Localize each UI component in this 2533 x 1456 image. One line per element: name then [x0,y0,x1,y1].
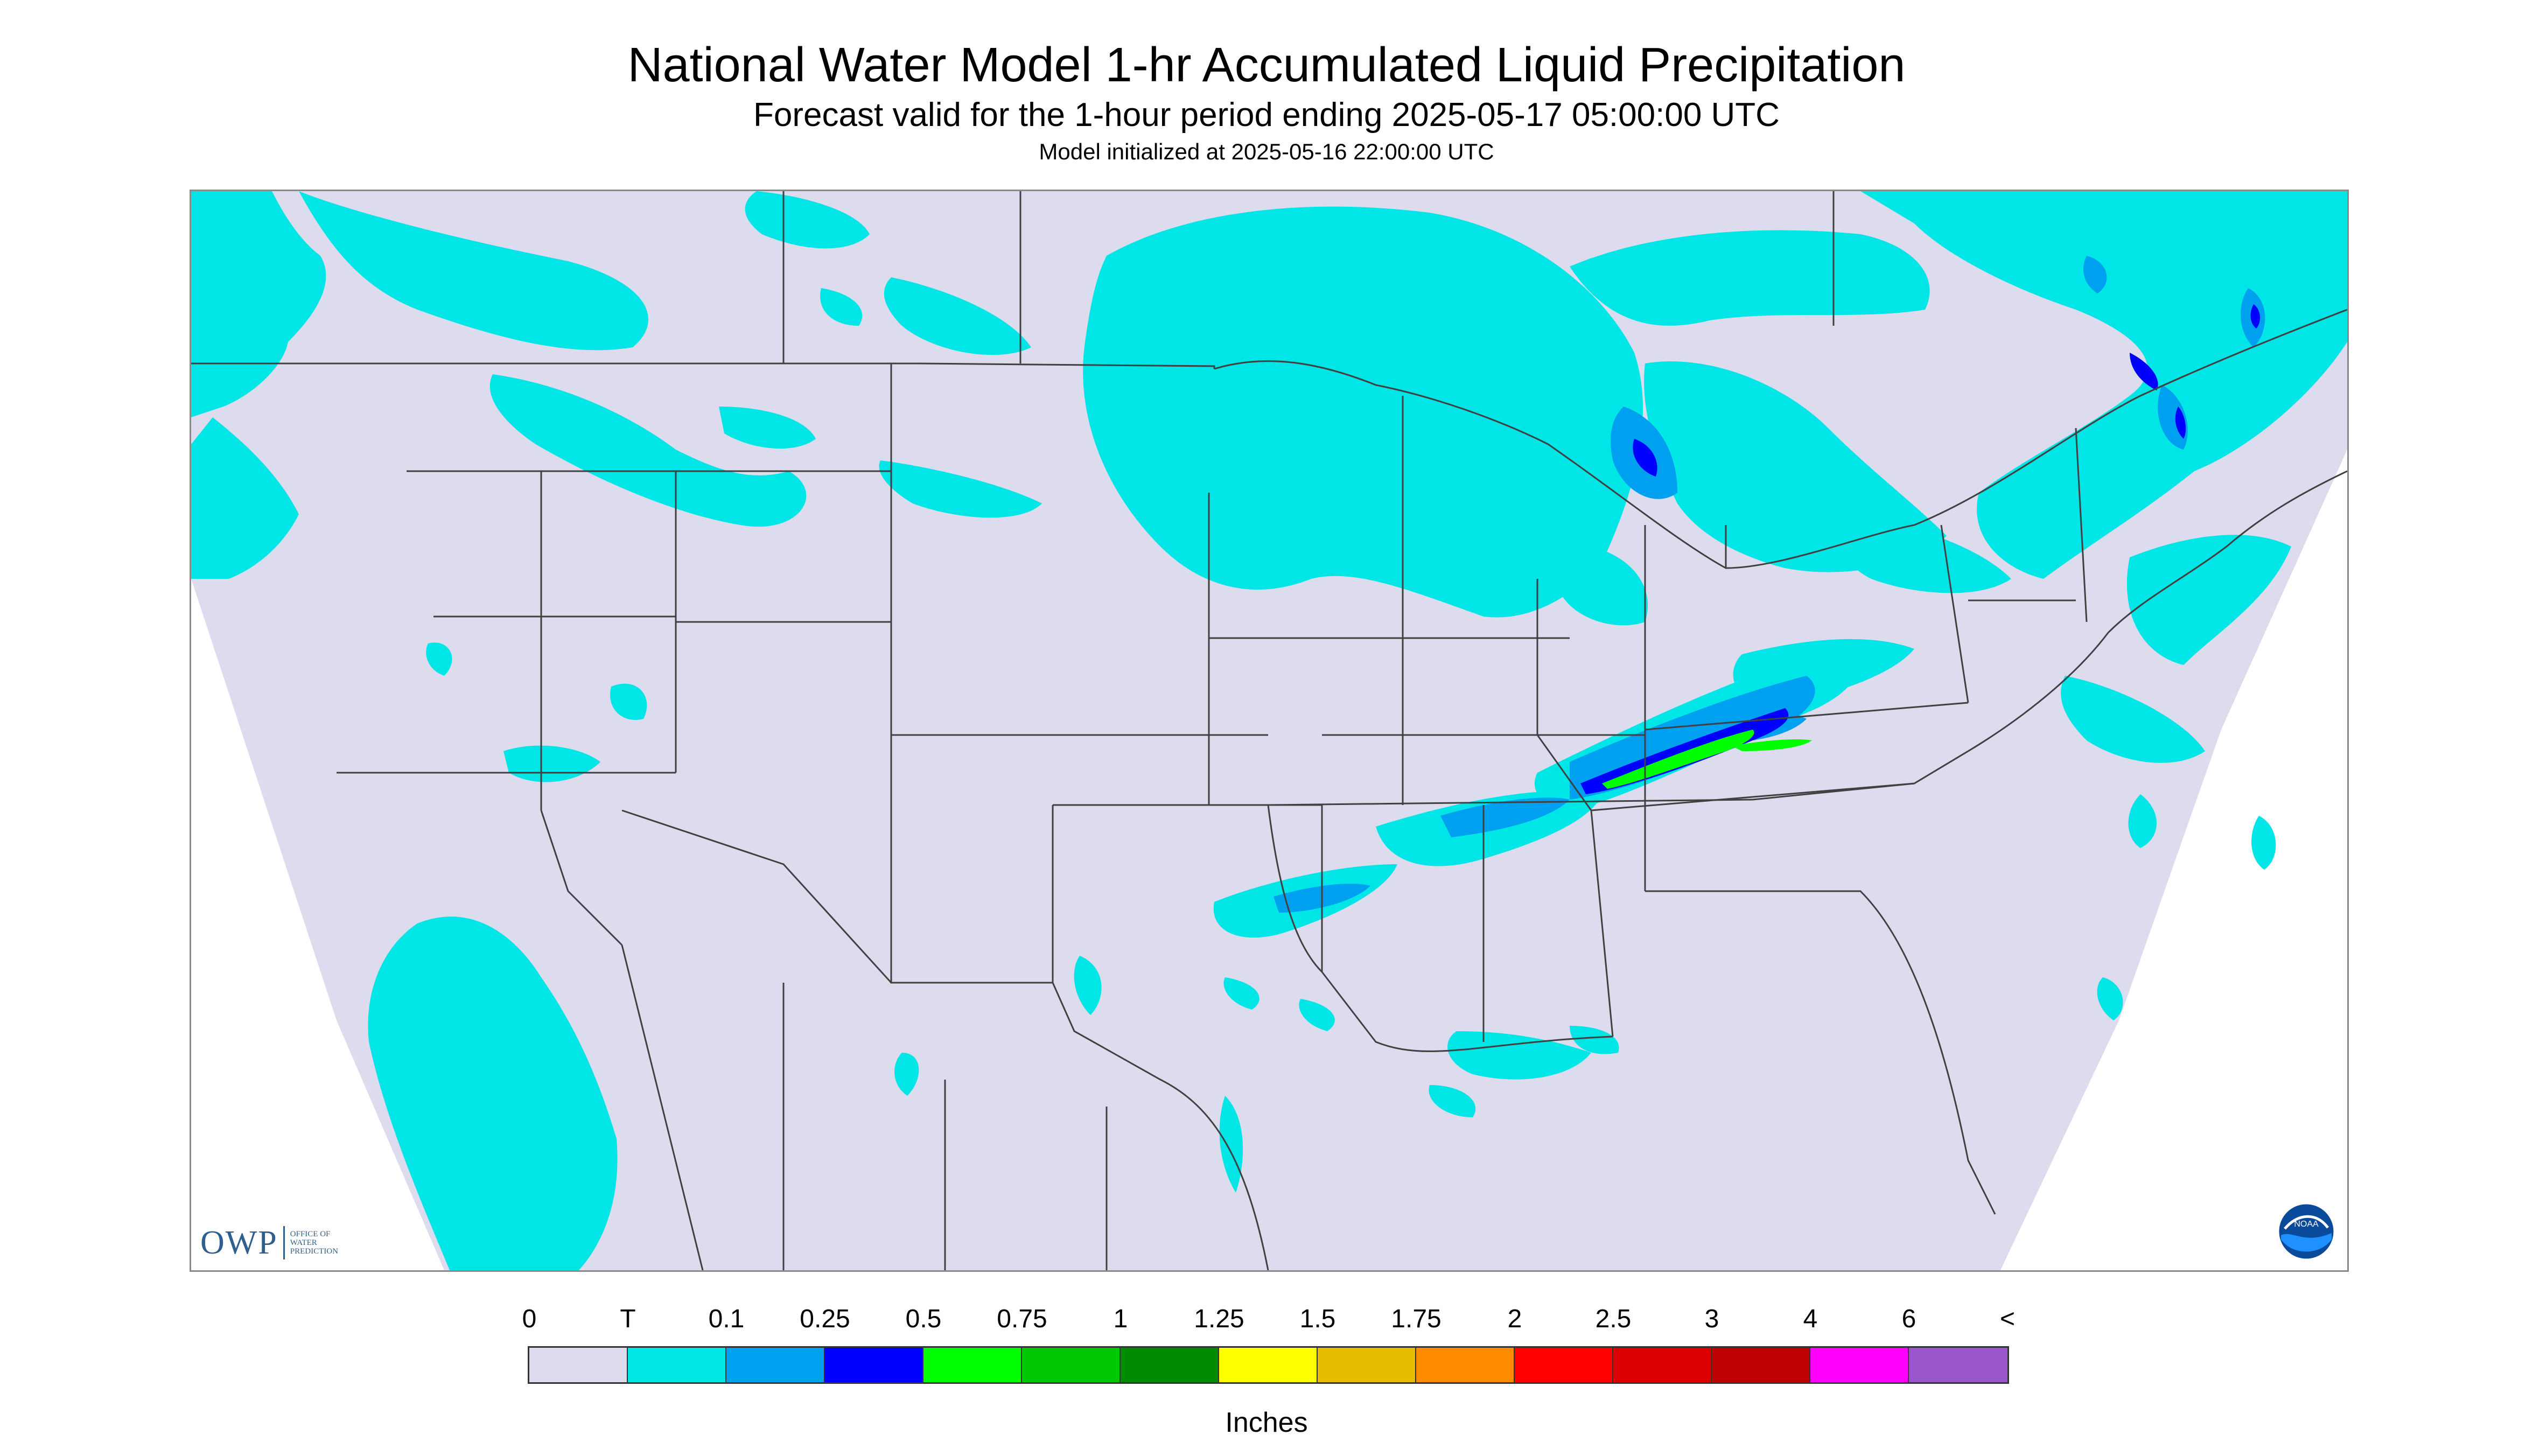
legend-label: 1.25 [1194,1305,1244,1333]
legend-label: 6 [1901,1305,1916,1333]
legend-label: < [1999,1305,2016,1333]
boundaries [191,191,2347,1270]
legend-label: 4 [1803,1305,1818,1333]
legend-swatch [1810,1348,1909,1382]
owp-sub-line2: WATER [290,1238,317,1247]
legend-swatch [1712,1348,1810,1382]
legend-swatch [1613,1348,1712,1382]
legend-swatch [1219,1348,1318,1382]
legend-label: 0.25 [800,1305,850,1333]
legend-swatch [923,1348,1022,1382]
precip-heavy-band [1602,730,1812,789]
legend-swatch [1318,1348,1416,1382]
model-init-line: Model initialized at 2025-05-16 22:00:00… [1039,139,1494,164]
owp-sub-line1: OFFICE OF [290,1230,331,1238]
owp-logo-text: OWP [200,1224,278,1261]
legend-label: 0.75 [997,1305,1047,1333]
legend-swatch [726,1348,825,1382]
legend-swatch [1121,1348,1219,1382]
legend-units: Inches [1225,1407,1308,1438]
owp-logo-separator [283,1226,285,1259]
legend-label: 0 [522,1305,537,1333]
owp-sub-line3: PREDICTION [290,1247,338,1256]
legend-swatch [1909,1348,2007,1382]
legend-colorbar [528,1346,2009,1384]
legend-swatch [628,1348,726,1382]
noaa-logo: NOAA [2277,1202,2335,1261]
noaa-logo-text: NOAA [2294,1220,2319,1229]
owp-logo: OWP OFFICE OF WATER PREDICTION [200,1221,338,1264]
legend-swatch [1515,1348,1613,1382]
legend-label: 1.5 [1299,1305,1336,1333]
legend-swatch [1416,1348,1515,1382]
legend-label: 1.75 [1391,1305,1442,1333]
map-title: National Water Model 1-hr Accumulated Li… [627,38,1906,92]
legend-label: 0.5 [905,1305,942,1333]
legend-swatch [529,1348,628,1382]
legend-swatch [1022,1348,1121,1382]
owp-logo-subtext: OFFICE OF WATER PREDICTION [290,1230,338,1256]
legend-label: 1 [1113,1305,1128,1333]
legend-label: T [620,1305,636,1333]
precip-trace-areas [191,191,2347,1270]
precipitation-map [190,190,2349,1272]
legend-label: 0.1 [708,1305,745,1333]
legend-label: 2 [1507,1305,1522,1333]
map-subtitle: Forecast valid for the 1-hour period end… [753,96,1780,134]
legend-label: 2.5 [1595,1305,1632,1333]
map-canvas [191,191,2347,1270]
legend-label: 3 [1704,1305,1719,1333]
legend-swatch [825,1348,923,1382]
